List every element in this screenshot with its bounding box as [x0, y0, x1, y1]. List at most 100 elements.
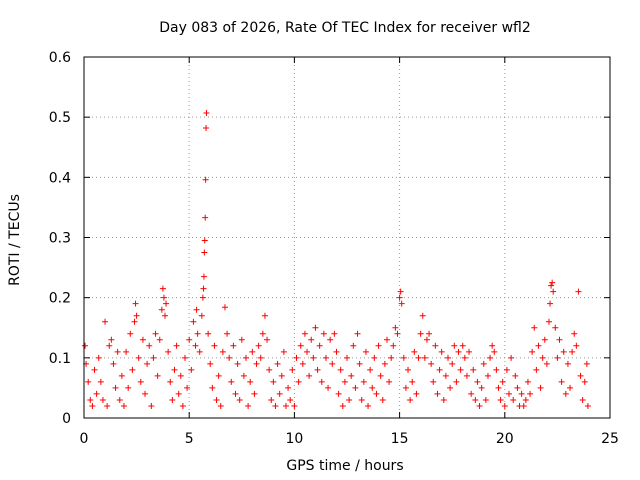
data-point [245, 402, 252, 409]
data-point [558, 378, 565, 385]
y-axis-label: ROTI / TECUs [7, 194, 23, 286]
data-point [219, 348, 226, 355]
data-point [102, 318, 109, 325]
data-point [314, 366, 321, 373]
data-point [545, 318, 552, 325]
data-point [333, 348, 340, 355]
data-point [299, 360, 306, 367]
data-point [581, 378, 588, 385]
data-point [421, 354, 428, 361]
data-point [571, 330, 578, 337]
data-point [217, 402, 224, 409]
data-point [432, 342, 439, 349]
x-axis-label: GPS time / hours [286, 458, 403, 474]
y-tick-label: 0 [62, 411, 71, 427]
data-point [165, 348, 172, 355]
data-point [261, 312, 268, 319]
data-point [508, 354, 515, 361]
data-point [529, 348, 536, 355]
x-tick-label: 0 [80, 431, 89, 447]
data-point [354, 330, 361, 337]
data-point [224, 330, 231, 337]
data-point [93, 390, 100, 397]
data-point [397, 288, 404, 295]
data-point [549, 279, 556, 286]
data-point [499, 378, 506, 385]
data-point [327, 336, 334, 343]
data-point [175, 390, 182, 397]
data-point [82, 342, 89, 349]
data-point [171, 366, 178, 373]
data-point [564, 360, 571, 367]
data-point [341, 378, 348, 385]
data-point [560, 348, 567, 355]
data-point [181, 354, 188, 361]
data-point [213, 396, 220, 403]
data-point [392, 324, 399, 331]
data-point [398, 300, 405, 307]
data-points [82, 109, 591, 409]
data-point [207, 360, 214, 367]
data-point [360, 378, 367, 385]
data-point [291, 402, 298, 409]
data-point [386, 378, 393, 385]
data-point [400, 354, 407, 361]
data-point [264, 336, 271, 343]
data-point [99, 396, 106, 403]
data-point [87, 396, 94, 403]
data-point [493, 366, 500, 373]
data-point [184, 384, 191, 391]
data-point [270, 378, 277, 385]
data-point [316, 342, 323, 349]
data-point [407, 396, 414, 403]
data-point [306, 372, 313, 379]
data-point [285, 384, 292, 391]
data-point [440, 396, 447, 403]
data-point [186, 336, 193, 343]
data-point [537, 384, 544, 391]
data-point [484, 372, 491, 379]
data-point [318, 378, 325, 385]
data-point [346, 396, 353, 403]
data-point [329, 360, 336, 367]
data-point [362, 348, 369, 355]
y-tick-label: 0.1 [49, 351, 71, 367]
x-tick-label: 20 [496, 431, 514, 447]
data-point [411, 348, 418, 355]
data-point [200, 285, 207, 292]
data-point [426, 330, 433, 337]
data-point [567, 384, 574, 391]
x-tick-label: 15 [391, 431, 409, 447]
data-point [383, 336, 390, 343]
data-point [274, 360, 281, 367]
data-point [556, 336, 563, 343]
data-point [512, 372, 519, 379]
data-point [497, 396, 504, 403]
data-point [167, 378, 174, 385]
data-point [259, 330, 266, 337]
data-point [520, 402, 527, 409]
data-point [192, 342, 199, 349]
data-point [247, 378, 254, 385]
data-point [232, 390, 239, 397]
data-point [548, 282, 555, 289]
data-point [139, 336, 146, 343]
data-point [278, 372, 285, 379]
data-point [522, 396, 529, 403]
data-point [230, 342, 237, 349]
data-point [453, 378, 460, 385]
data-point [203, 109, 210, 116]
data-point [132, 300, 139, 307]
data-point [199, 294, 206, 301]
data-point [310, 354, 317, 361]
data-point [160, 294, 167, 301]
data-point [459, 342, 466, 349]
data-point [381, 360, 388, 367]
data-point [472, 396, 479, 403]
data-point [152, 330, 159, 337]
data-point [417, 330, 424, 337]
data-point [344, 354, 350, 361]
data-point [430, 378, 437, 385]
data-point [127, 330, 134, 337]
data-point [203, 124, 210, 131]
